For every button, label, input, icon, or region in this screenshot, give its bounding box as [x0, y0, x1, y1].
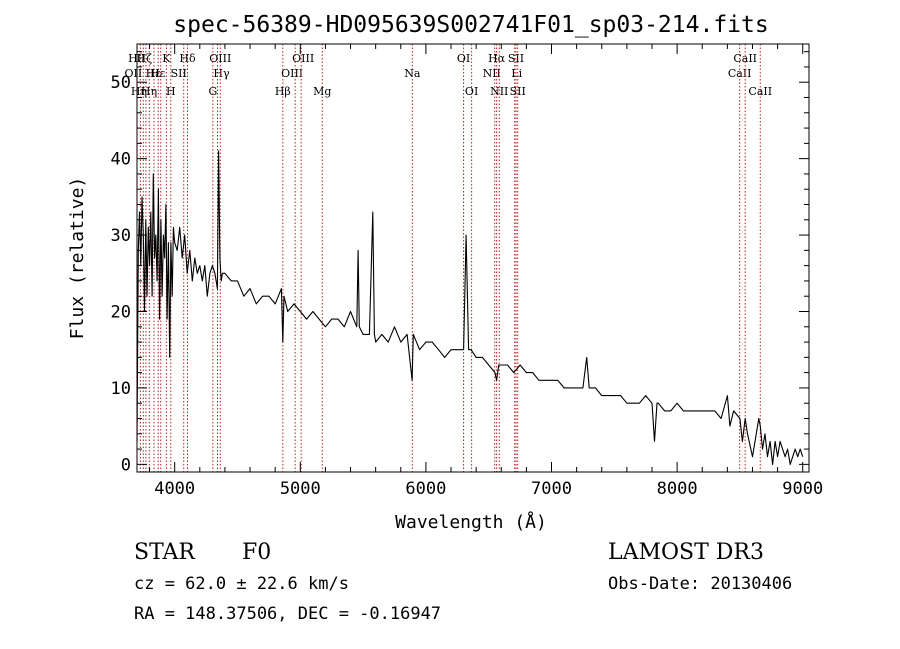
- line-label-26: SII: [510, 85, 526, 98]
- line-label-8: H: [166, 85, 176, 98]
- line-label-11: G: [208, 85, 217, 98]
- x-tick-label-3: 7000: [531, 479, 572, 499]
- line-label-18: Na: [404, 67, 421, 80]
- line-label-10: Hδ: [179, 52, 196, 65]
- line-label-15: OIII: [281, 67, 303, 80]
- x-axis-label: Wavelength (Å): [395, 511, 547, 533]
- line-label-3: Hζ: [137, 52, 153, 65]
- line-label-29: CaII: [748, 85, 772, 98]
- line-label-16: OIII: [292, 52, 314, 65]
- subclass: F0: [242, 540, 272, 565]
- line-label-6: Hε: [150, 67, 166, 80]
- line-label-13: OIII: [209, 52, 231, 65]
- line-label-17: Mg: [313, 85, 331, 98]
- survey-name: LAMOST DR3: [608, 540, 764, 565]
- spectral-line-markers: OIIHθHηHζHηHεHεKHSIIHδGHγOIIIHβOIIIOIIIM…: [125, 44, 772, 472]
- line-label-7: K: [162, 52, 171, 65]
- axes: 4000 5000 6000 7000 8000 9000 0 10 20 30 40 50 spec-…: [67, 12, 823, 533]
- ra-dec-coordinates: RA = 148.37506, DEC = -0.16947: [134, 604, 442, 624]
- line-label-12: Hγ: [213, 67, 230, 80]
- y-axis-label: Flux (relative): [67, 177, 88, 340]
- y-tick-label-4: 40: [111, 150, 131, 170]
- line-label-2: Hη: [131, 85, 147, 98]
- line-label-5: Hε: [146, 67, 162, 80]
- x-tick-label-4: 8000: [657, 479, 698, 499]
- obs-date: Obs-Date: 20130406: [608, 574, 793, 594]
- y-tick-label-0: 0: [121, 455, 131, 475]
- y-tick-label-1: 10: [111, 379, 131, 399]
- series-line-0: [136, 150, 804, 465]
- y-tick-label-5: 50: [111, 73, 131, 93]
- x-tick-label-1: 5000: [280, 479, 321, 499]
- line-label-27: CaII: [728, 67, 752, 80]
- spectrum-series: [136, 150, 804, 465]
- line-label-19: OI: [457, 52, 470, 65]
- plot-frame: [136, 43, 810, 473]
- object-class: STAR: [134, 540, 195, 565]
- line-label-1: Hθ: [128, 52, 145, 65]
- line-label-28: CaII: [733, 52, 757, 65]
- chart-title: spec-56389-HD095639S002741F01_sp03-214.f…: [173, 12, 768, 38]
- line-label-23: NII: [490, 85, 508, 98]
- line-label-24: Li: [511, 67, 522, 80]
- line-label-9: SII: [171, 67, 187, 80]
- line-label-25: SII: [508, 52, 524, 65]
- redshift-cz: cz = 62.0 ± 22.6 km/s: [134, 574, 349, 594]
- line-label-21: NII: [483, 67, 501, 80]
- line-label-0: OII: [125, 67, 143, 80]
- line-label-4: Hη: [141, 85, 157, 98]
- line-label-14: Hβ: [275, 85, 291, 98]
- line-label-22: Hα: [488, 52, 506, 65]
- y-tick-label-3: 30: [111, 226, 131, 246]
- x-tick-label-2: 6000: [405, 479, 446, 499]
- y-tick-label-2: 20: [111, 303, 131, 323]
- line-label-20: OI: [465, 85, 478, 98]
- x-tick-label-0: 4000: [154, 479, 195, 499]
- x-tick-label-5: 9000: [782, 479, 823, 499]
